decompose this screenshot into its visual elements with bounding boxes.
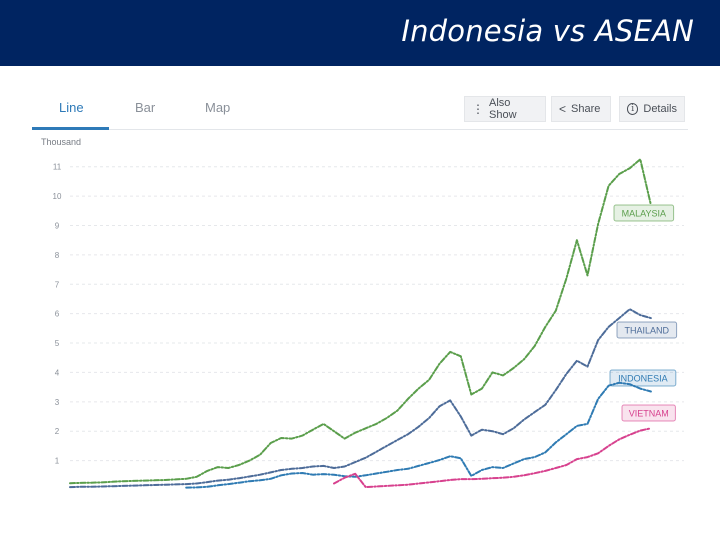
legend-box-indonesia [609, 369, 677, 387]
y-tick-label: 2 [55, 427, 60, 436]
y-unit-label: Thousand [41, 137, 82, 147]
y-tick-label: 9 [55, 221, 60, 230]
series-line-vietnam [333, 427, 652, 489]
details-label: Details [643, 103, 677, 115]
legend-label-malaysia: MALAYSIA [622, 209, 666, 219]
legend-box-vietnam [621, 404, 676, 422]
tab-line[interactable]: Line [59, 100, 84, 115]
legend-label-vietnam: VIETNAM [629, 409, 669, 419]
y-tick-label: 3 [55, 398, 60, 407]
y-tick-label: 11 [53, 163, 62, 172]
y-tick-label: 1 [55, 457, 60, 466]
y-tick-label: 10 [53, 192, 62, 201]
line-chart: 1 2 3 4 5 6 7 8 9 10 11 MALAYSIA THAILAND INDONESIA VI… [53, 158, 684, 489]
slide-title: Indonesia vs ASEAN [401, 14, 694, 48]
y-tick-label: 6 [55, 310, 60, 319]
more-vertical-icon: ⋮ [472, 102, 484, 116]
legend-label-thailand: THAILAND [625, 326, 670, 336]
y-tick-label: 8 [55, 251, 60, 260]
legend-box-malaysia [613, 204, 675, 222]
share-label: Share [571, 103, 601, 115]
tab-bar[interactable]: Bar [135, 100, 156, 115]
also-show-button[interactable]: ⋮ Also Show [464, 96, 546, 122]
legend-label-indonesia: INDONESIA [618, 374, 668, 384]
chart-tabs: Line Bar Map ⋮ Also Show < Share i Detai… [32, 92, 688, 130]
y-tick-label: 7 [55, 280, 60, 289]
share-button[interactable]: < Share [551, 96, 611, 122]
y-tick-label: 4 [55, 368, 60, 377]
info-icon: i [627, 103, 639, 115]
share-icon: < [559, 102, 567, 116]
chart-widget: Line Bar Map ⋮ Also Show < Share i Detai… [32, 92, 688, 498]
title-bar: Indonesia vs ASEAN [0, 0, 720, 66]
y-tick-label: 5 [55, 339, 60, 348]
also-show-label: Also Show [489, 97, 517, 121]
tab-map[interactable]: Map [205, 100, 231, 115]
series-line-thailand [69, 308, 652, 489]
series-line-indonesia [185, 381, 652, 489]
details-button[interactable]: i Details [619, 96, 685, 122]
legend-box-thailand [616, 321, 678, 339]
active-tab-indicator [32, 127, 109, 130]
series-line-malaysia [69, 158, 652, 485]
